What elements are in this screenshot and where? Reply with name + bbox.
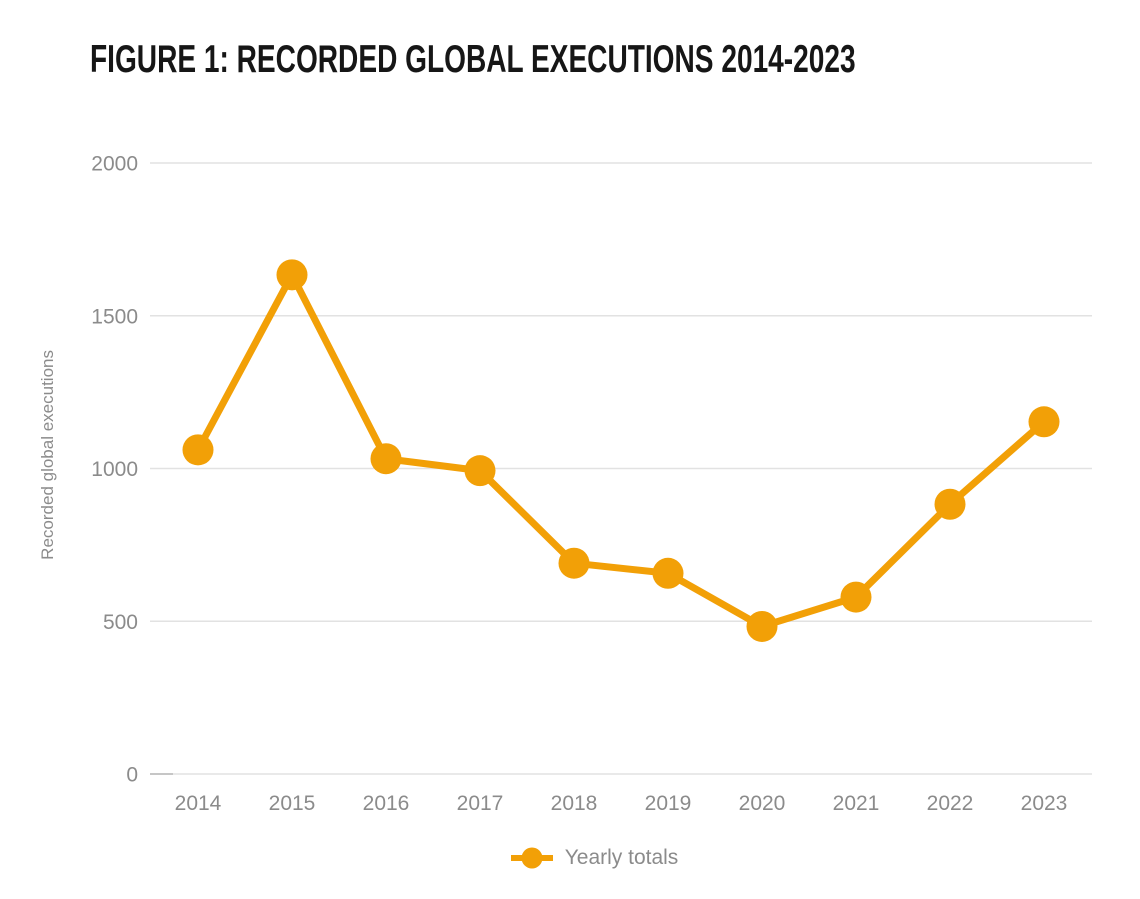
data-point-2018 [558, 547, 590, 579]
data-point-2019 [652, 557, 684, 589]
legend-marker-glyph [510, 847, 553, 869]
x-tick-label-2019: 2019 [645, 792, 692, 815]
data-point-2017 [464, 455, 496, 487]
y-tick-label-1000: 1000 [91, 458, 138, 481]
x-tick-label-2022: 2022 [927, 792, 974, 815]
series-line-yearly-totals [194, 271, 1048, 630]
y-tick-label-0: 0 [126, 764, 138, 787]
chart-legend: Yearly totals [0, 842, 1140, 874]
x-tick-label-2021: 2021 [833, 792, 880, 815]
data-point-2015 [276, 259, 308, 291]
x-tick-label-2015: 2015 [269, 792, 316, 815]
x-tick-label-2016: 2016 [363, 792, 410, 815]
data-point-2014 [182, 434, 214, 466]
data-point-2022 [934, 488, 966, 520]
y-tick-label-500: 500 [103, 611, 138, 634]
legend-series-marker-icon [510, 846, 554, 870]
y-tick-label-2000: 2000 [91, 153, 138, 176]
data-point-2020 [746, 610, 778, 642]
y-axis-title: Recorded global executions [34, 328, 62, 582]
x-tick-label-2017: 2017 [457, 792, 504, 815]
y-tick-label-1500: 1500 [91, 305, 138, 328]
x-tick-label-2023: 2023 [1021, 792, 1068, 815]
x-tick-label-2020: 2020 [739, 792, 786, 815]
legend-label: Yearly totals [564, 846, 679, 869]
data-point-2021 [840, 581, 872, 613]
y-axis-title-text: Recorded global executions [38, 350, 57, 560]
data-point-2016 [370, 443, 402, 475]
figure-title: FIGURE 1: RECORDED GLOBAL EXECUTIONS 201… [90, 38, 856, 81]
x-tick-label-2018: 2018 [551, 792, 598, 815]
x-tick-label-2014: 2014 [175, 792, 222, 815]
data-point-2023 [1028, 406, 1060, 438]
executions-line-chart: 0 500 1000 1500 2000 2014 2015 2016 2017 2018 2019… [91, 153, 1092, 815]
